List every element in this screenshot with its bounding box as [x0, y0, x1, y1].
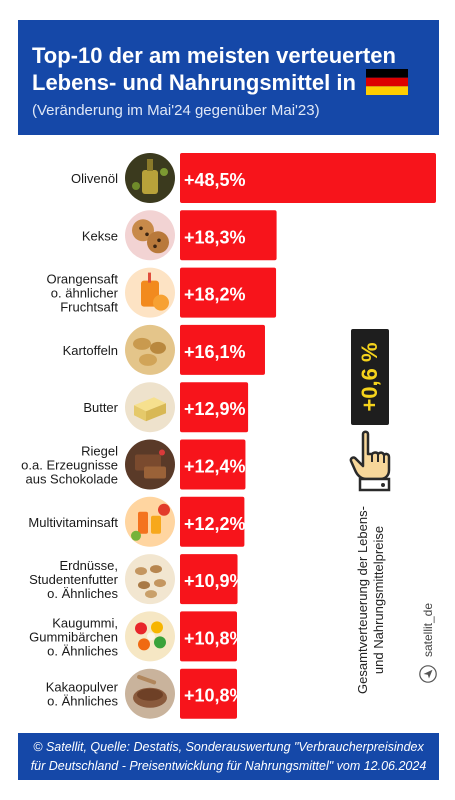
butter-icon — [125, 382, 175, 433]
olive-oil-icon — [125, 153, 175, 203]
category-label: Kekse — [82, 228, 118, 243]
bar-chart: +48,5% Olivenöl +18,3% Kekse +18,2% Orangensa… — [21, 153, 436, 719]
bar-7 — [180, 496, 245, 547]
bar-value-label: +18,3% — [184, 227, 246, 247]
flag-stripe-red — [366, 77, 409, 87]
category-label: Olivenöl — [71, 171, 118, 186]
bar-1 — [180, 153, 436, 203]
overall-change-badge: +0,6 % — [351, 329, 389, 425]
category-label: Kartoffeln — [63, 343, 118, 358]
bar-value-label: +48,5% — [184, 170, 246, 190]
potatoes-icon — [125, 324, 175, 375]
pointing-hand-icon — [349, 430, 391, 492]
overall-change-value: +0,6 % — [357, 342, 382, 412]
category-label: Erdnüsse, Studentenfutter o. Ähnliches — [29, 558, 119, 601]
source-line-2: für Deutschland - Preisentwicklung für N… — [30, 759, 427, 773]
orange-juice-icon — [125, 267, 175, 318]
author-credit: satellit_de — [421, 602, 435, 658]
flag-stripe-black — [366, 69, 409, 78]
bar-4 — [180, 324, 265, 375]
bar-value-label: +18,2% — [184, 285, 246, 305]
bar-9 — [180, 611, 238, 662]
bar-value-label: +10,8% — [184, 686, 246, 706]
category-label: Butter — [83, 400, 118, 415]
bar-3 — [180, 267, 277, 318]
bar-value-label: +10,9% — [184, 571, 246, 591]
page-title: Top-10 der am meisten verteuerten Lebens… — [32, 42, 432, 96]
overall-change-caption: Gesamtverteuerung der Lebens- und Nahrun… — [355, 506, 386, 694]
header-panel: Top-10 der am meisten verteuerten Lebens… — [18, 20, 439, 135]
gummy-bears-icon — [125, 611, 175, 662]
page-subtitle: (Veränderung im Mai'24 gegenüber Mai'23) — [32, 102, 320, 119]
bar-value-label: +16,1% — [184, 342, 246, 362]
source-footer: © Satellit, Quelle: Destatis, Sonderausw… — [18, 733, 439, 780]
bar-value-label: +12,2% — [184, 514, 246, 534]
multivitamin-juice-icon — [125, 496, 175, 547]
bar-8 — [180, 554, 238, 605]
source-line-1: © Satellit, Quelle: Destatis, Sonderausw… — [33, 740, 424, 754]
bar-10 — [180, 668, 238, 719]
bar-value-label: +12,4% — [184, 457, 246, 477]
category-label: Kaugummi, Gummibärchen o. Ähnliches — [29, 615, 118, 658]
category-label: Riegel o.a. Erzeugnisse aus Schokolade — [21, 444, 118, 487]
cookies-icon — [125, 210, 175, 261]
cocoa-powder-icon — [125, 668, 175, 719]
bar-2 — [180, 210, 277, 261]
category-label: Orangensaft o. ähnlicher Fruchtsaft — [46, 272, 118, 315]
bar-value-label: +12,9% — [184, 399, 246, 419]
flag-stripe-gold — [366, 86, 409, 95]
peanuts-icon — [125, 554, 175, 605]
bar-5 — [180, 382, 249, 433]
send-icon — [419, 665, 437, 683]
bar-value-label: +10,8% — [184, 628, 246, 648]
category-label: Multivitaminsaft — [28, 515, 118, 530]
chocolate-bar-icon — [125, 439, 175, 490]
bar-6 — [180, 439, 246, 490]
category-label: Kakaopulver o. Ähnliches — [46, 680, 119, 709]
title-text: Top-10 der am meisten verteuerten Lebens… — [32, 43, 396, 95]
germany-flag-icon — [366, 69, 409, 95]
